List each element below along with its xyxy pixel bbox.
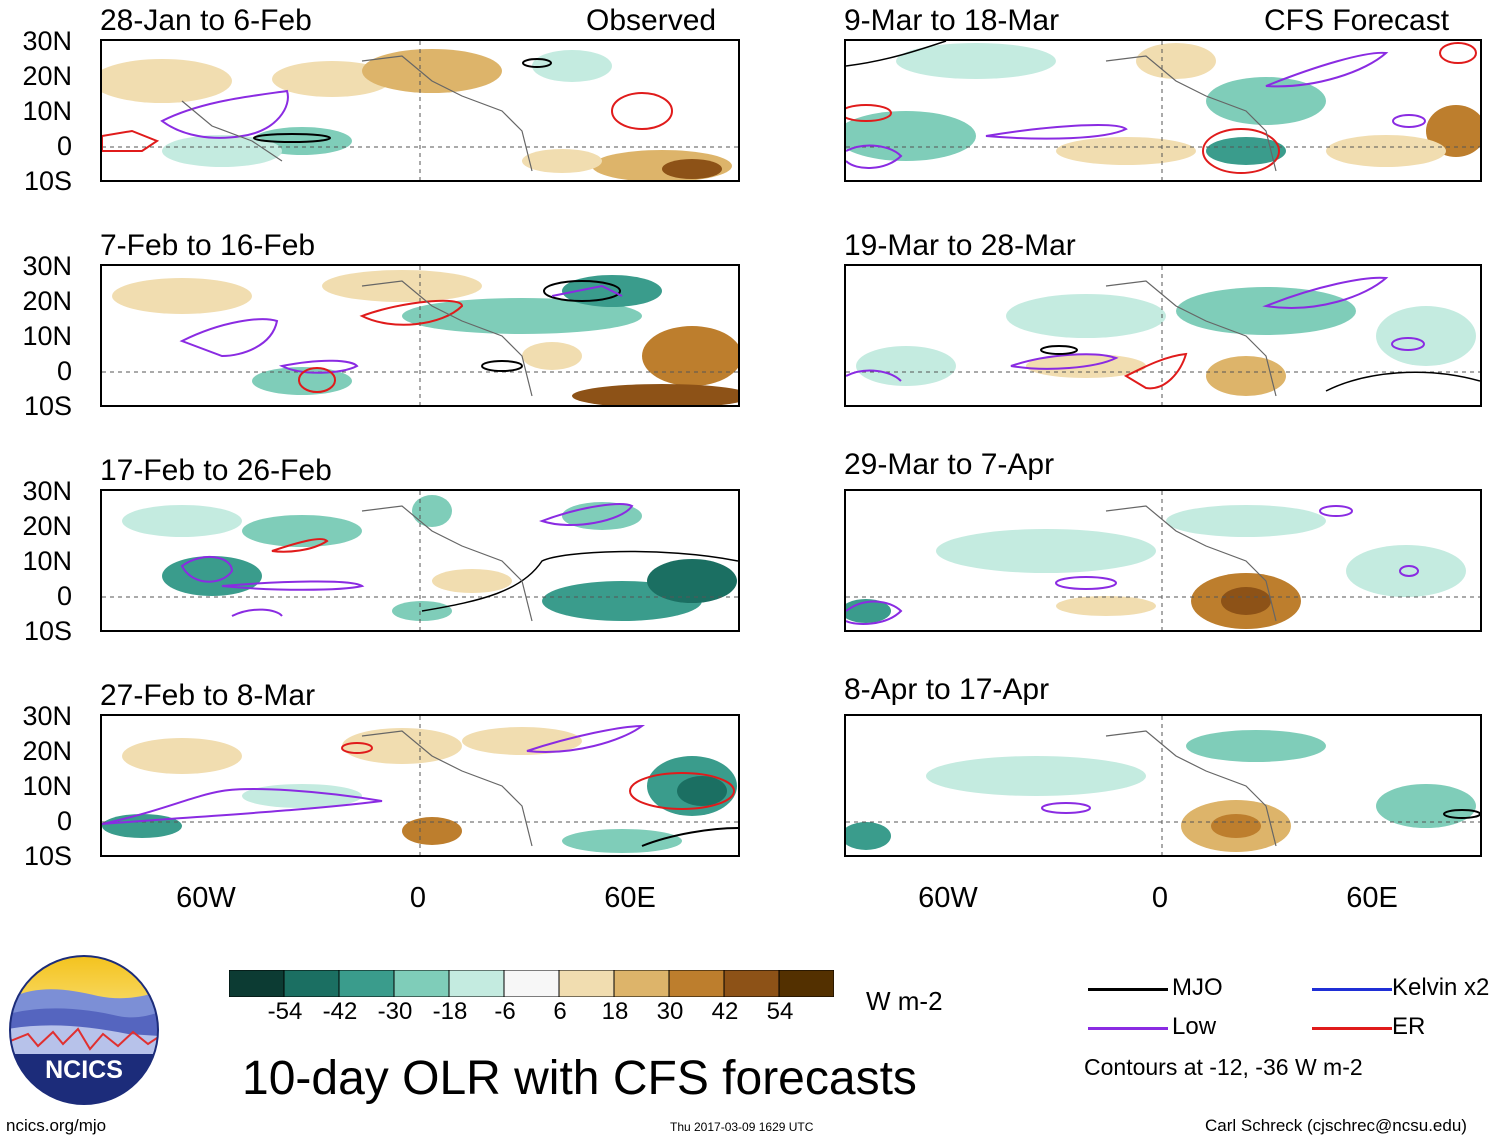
lat-label: 0 (56, 131, 72, 161)
colorbar-label: -18 (432, 998, 468, 1025)
colorbar-units: W m-2 (866, 986, 943, 1016)
forecast-label: CFS Forecast (1264, 4, 1450, 37)
map-panel-left-3 (100, 489, 740, 632)
lon-label: 60W (918, 882, 978, 914)
colorbar-swatch (448, 969, 505, 998)
panel-title-left-3: 17-Feb to 26-Feb (100, 454, 332, 487)
colorbar-swatch (778, 969, 835, 998)
legend-line-mjo (1088, 988, 1168, 991)
contour-note: Contours at -12, -36 W m-2 (1084, 1054, 1363, 1080)
colorbar-label: 54 (766, 998, 794, 1025)
colorbar-swatch (558, 969, 615, 998)
footer-url[interactable]: ncics.org/mjo (6, 1116, 107, 1135)
logo-text: NCICS (45, 1056, 123, 1084)
legend-line-low (1088, 1027, 1168, 1030)
legend-label-low: Low (1172, 1013, 1217, 1040)
colorbar-label: 30 (656, 998, 684, 1025)
panel-title-right-4: 8-Apr to 17-Apr (844, 673, 1050, 706)
map-panel-right-2 (844, 264, 1482, 407)
lon-label: 60E (1346, 882, 1398, 914)
footer-author: Carl Schreck (cjschrec@ncsu.edu) (1205, 1116, 1467, 1135)
panel-title-right-1: 9-Mar to 18-Mar (844, 4, 1060, 37)
map-panel-left-2 (100, 264, 740, 407)
legend-line-kelvin (1312, 988, 1392, 991)
lon-label: 60W (176, 882, 236, 914)
observed-label: Observed (586, 4, 717, 37)
lat-label: 10S (23, 616, 72, 646)
lat-label: 30N (22, 476, 72, 506)
map-panel-right-1 (844, 39, 1482, 182)
colorbar-swatch (668, 969, 725, 998)
colorbar-swatch (723, 969, 780, 998)
map-panel-right-3 (844, 489, 1482, 632)
colorbar-swatch (503, 969, 560, 998)
panel-title-left-1: 28-Jan to 6-Feb (100, 4, 312, 37)
lat-label: 10S (23, 166, 72, 196)
colorbar-label: -30 (377, 998, 413, 1025)
colorbar-swatch (613, 969, 670, 998)
lat-label: 10N (22, 771, 72, 801)
figure-title: 10-day OLR with CFS forecasts (242, 1052, 917, 1105)
lat-label: 10N (22, 96, 72, 126)
colorbar-swatch (283, 969, 340, 998)
ncics-logo: NCICS (8, 954, 160, 1106)
legend-label-kelvin: Kelvin x2 (1392, 974, 1490, 1001)
map-panel-right-4 (844, 714, 1482, 857)
legend-line-er (1312, 1027, 1392, 1030)
colorbar-label: 18 (601, 998, 629, 1025)
map-panel-left-1 (100, 39, 740, 182)
lat-label: 30N (22, 26, 72, 56)
lat-label: 30N (22, 251, 72, 281)
lat-label: 20N (22, 286, 72, 316)
panel-title-right-2: 19-Mar to 28-Mar (844, 229, 1076, 262)
colorbar-swatch (393, 969, 450, 998)
lat-label: 0 (56, 581, 72, 611)
lat-label: 10N (22, 321, 72, 351)
lat-label: 20N (22, 736, 72, 766)
colorbar-label: 6 (553, 998, 567, 1025)
lon-label: 60E (604, 882, 656, 914)
lat-label: 0 (56, 806, 72, 836)
panel-title-right-3: 29-Mar to 7-Apr (844, 448, 1055, 481)
colorbar-label: -54 (267, 998, 303, 1025)
colorbar-label: 42 (711, 998, 739, 1025)
lat-label: 10N (22, 546, 72, 576)
lon-label: 0 (1151, 882, 1169, 914)
lat-label: 20N (22, 61, 72, 91)
lat-label: 10S (23, 841, 72, 871)
colorbar-label: -42 (322, 998, 358, 1025)
map-panel-left-4 (100, 714, 740, 857)
panel-title-left-2: 7-Feb to 16-Feb (100, 229, 316, 262)
panel-title-left-4: 27-Feb to 8-Mar (100, 679, 316, 712)
colorbar-label: -6 (494, 998, 516, 1025)
lon-label: 0 (409, 882, 427, 914)
colorbar (228, 969, 835, 1002)
lat-label: 30N (22, 701, 72, 731)
legend-label-mjo: MJO (1172, 974, 1223, 1001)
lat-label: 10S (23, 391, 72, 421)
colorbar-swatch (338, 969, 395, 998)
lat-label: 0 (56, 356, 72, 386)
lat-label: 20N (22, 511, 72, 541)
footer-timestamp: Thu 2017-03-09 1629 UTC (670, 1120, 814, 1134)
colorbar-swatch (228, 969, 285, 998)
legend-label-er: ER (1392, 1013, 1426, 1040)
